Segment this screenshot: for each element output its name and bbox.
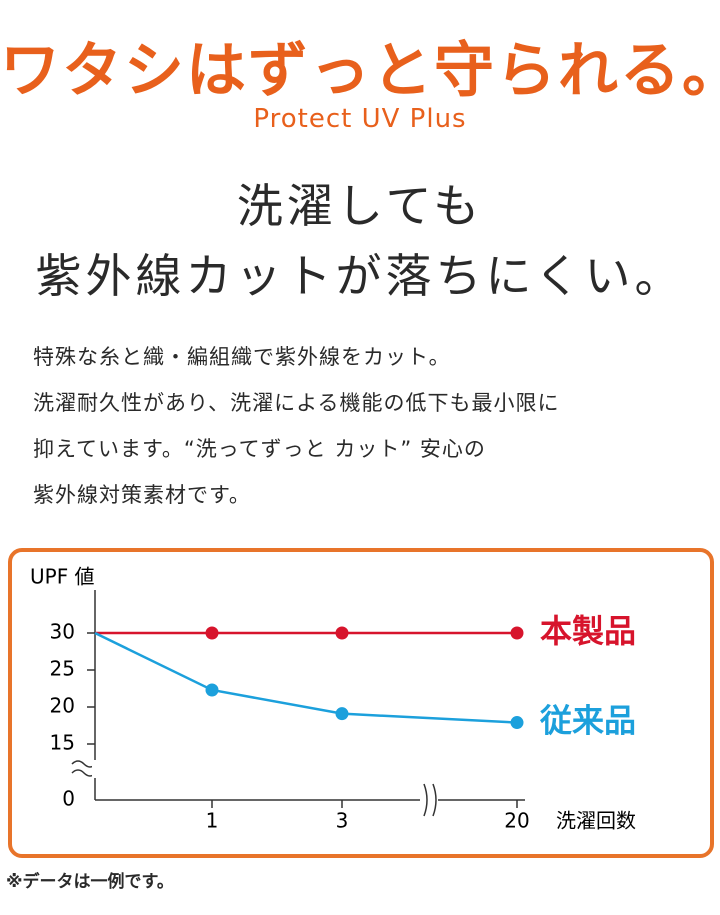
subtitle: Protect UV Plus xyxy=(253,104,467,134)
title: ワタシはずっと守られる。 xyxy=(0,36,720,106)
data-point xyxy=(510,626,524,640)
y-tick-label: 30 xyxy=(50,620,75,644)
y-axis-label: UPF 値 xyxy=(30,565,95,589)
x-axis-label: 洗濯回数 xyxy=(556,809,636,833)
y-tick-label: 20 xyxy=(50,694,75,718)
chart-frame xyxy=(8,548,714,858)
data-point xyxy=(335,707,349,721)
x-tick-label: 1 xyxy=(206,809,219,833)
data-point xyxy=(205,683,219,697)
body-text: 抑えています。“洗ってずっと カット” 安心の xyxy=(33,437,486,461)
footnote: ※データは一例です。 xyxy=(6,872,174,892)
heading: 洗濯しても xyxy=(236,179,484,233)
body-text: 特殊な糸と織・編組織で紫外線をカット。 xyxy=(33,345,451,369)
series-line xyxy=(94,631,518,724)
legend-label: 従来品 xyxy=(539,702,636,740)
y-tick-label: 15 xyxy=(50,731,75,755)
axis-break-gap xyxy=(92,760,98,778)
axis-break-gap xyxy=(420,796,438,804)
data-point xyxy=(335,626,349,640)
y-tick-label: 25 xyxy=(50,657,75,681)
y-tick-label: 0 xyxy=(62,787,75,811)
legend-label: 本製品 xyxy=(540,612,636,650)
x-tick-label: 3 xyxy=(336,809,349,833)
data-point xyxy=(205,626,219,640)
body-text: 洗濯耐久性があり、洗濯による機能の低下も最小限に xyxy=(33,391,560,415)
axis-break xyxy=(423,783,428,817)
axis-break xyxy=(432,783,437,817)
heading: 紫外線カットが落ちにくい。 xyxy=(35,249,685,303)
body-text: 紫外線対策素材です。 xyxy=(33,483,251,507)
x-tick-label: 20 xyxy=(504,809,529,833)
data-point xyxy=(510,716,524,730)
